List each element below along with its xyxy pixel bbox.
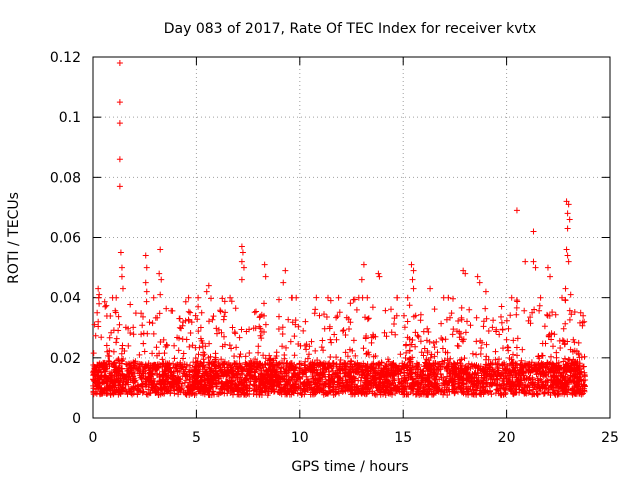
roti-point [410,267,417,274]
x-tick-labels: 0 5 10 15 20 25 [89,430,619,446]
roti-point [530,258,537,265]
x-tick-label: 10 [291,430,309,446]
roti-point [482,288,489,295]
roti-point [565,201,572,208]
roti-point [476,279,483,286]
roti-point [462,270,469,277]
roti-point [563,198,570,205]
data-points [90,60,589,399]
roti-point [544,264,551,271]
y-tick-label: 0.1 [59,110,81,126]
roti-point [261,261,268,268]
roti-point [156,270,163,277]
roti-point [94,309,101,316]
roti-point [118,264,125,271]
roti-point [581,318,588,325]
roti-point [358,276,365,283]
roti-point [410,285,417,292]
roti-point [95,285,102,292]
roti-dense-points [90,294,589,399]
x-tick-label: 15 [394,430,412,446]
roti-point [580,312,587,319]
y-tick-label: 0.08 [50,170,81,186]
roti-point [313,294,320,301]
roti-point [565,258,572,265]
roti-point [530,228,537,235]
y-tick-label: 0 [72,411,81,427]
roti-point [327,297,334,304]
roti-point [564,252,571,259]
roti-point [564,225,571,232]
roti-point [95,318,102,325]
roti-point [532,264,539,271]
roti-point [282,267,289,274]
roti-point [116,99,123,106]
roti-point [262,273,269,280]
roti-point [116,60,123,67]
x-axis-title: GPS time / hours [291,459,408,475]
roti-point [460,267,467,274]
y-tick-label: 0.04 [50,291,81,307]
roti-point [118,273,125,280]
roti-point [360,261,367,268]
x-tick-label: 5 [192,430,201,446]
roti-point [205,282,212,289]
roti-point [158,276,165,283]
roti-point [522,258,529,265]
y-axis-title: ROTI / TECUs [6,192,22,284]
roti-point [427,285,434,292]
roti-point [240,264,247,271]
roti-point [116,120,123,127]
y-tick-label: 0.12 [50,50,81,66]
x-tick-label: 20 [498,430,516,446]
roti-point [513,207,520,214]
roti-point [238,258,245,265]
roti-point [547,273,554,280]
roti-point [562,285,569,292]
roti-point [117,249,124,256]
roti-point [203,288,210,295]
roti-point [142,279,149,286]
roti-point [143,264,150,271]
roti-point [564,210,571,217]
roti-point [474,273,481,280]
y-tick-labels: 0 0.02 0.04 0.06 0.08 0.1 0.12 [50,50,81,427]
roti-point [96,291,103,298]
roti-point [116,183,123,190]
roti-point [239,249,246,256]
roti-point [157,246,164,253]
roti-point [409,276,416,283]
y-tick-label: 0.02 [50,351,81,367]
x-tick-label: 0 [89,430,98,446]
roti-point [376,273,383,280]
y-tick-label: 0.06 [50,231,81,247]
roti-point [157,291,164,298]
tick-marks [92,56,611,419]
roti-point [116,156,123,163]
x-tick-label: 25 [601,430,619,446]
roti-point [119,285,126,292]
roti-point [238,243,245,250]
roti-point [408,261,415,268]
roti-point [142,252,149,259]
chart-title: Day 083 of 2017, Rate Of TEC Index for r… [164,21,537,37]
roti-point [563,246,570,253]
roti-point [566,216,573,223]
roti-point [567,291,574,298]
roti-point [238,276,245,283]
roti-point [280,279,287,286]
roti-point [143,288,150,295]
roti-point [375,270,382,277]
